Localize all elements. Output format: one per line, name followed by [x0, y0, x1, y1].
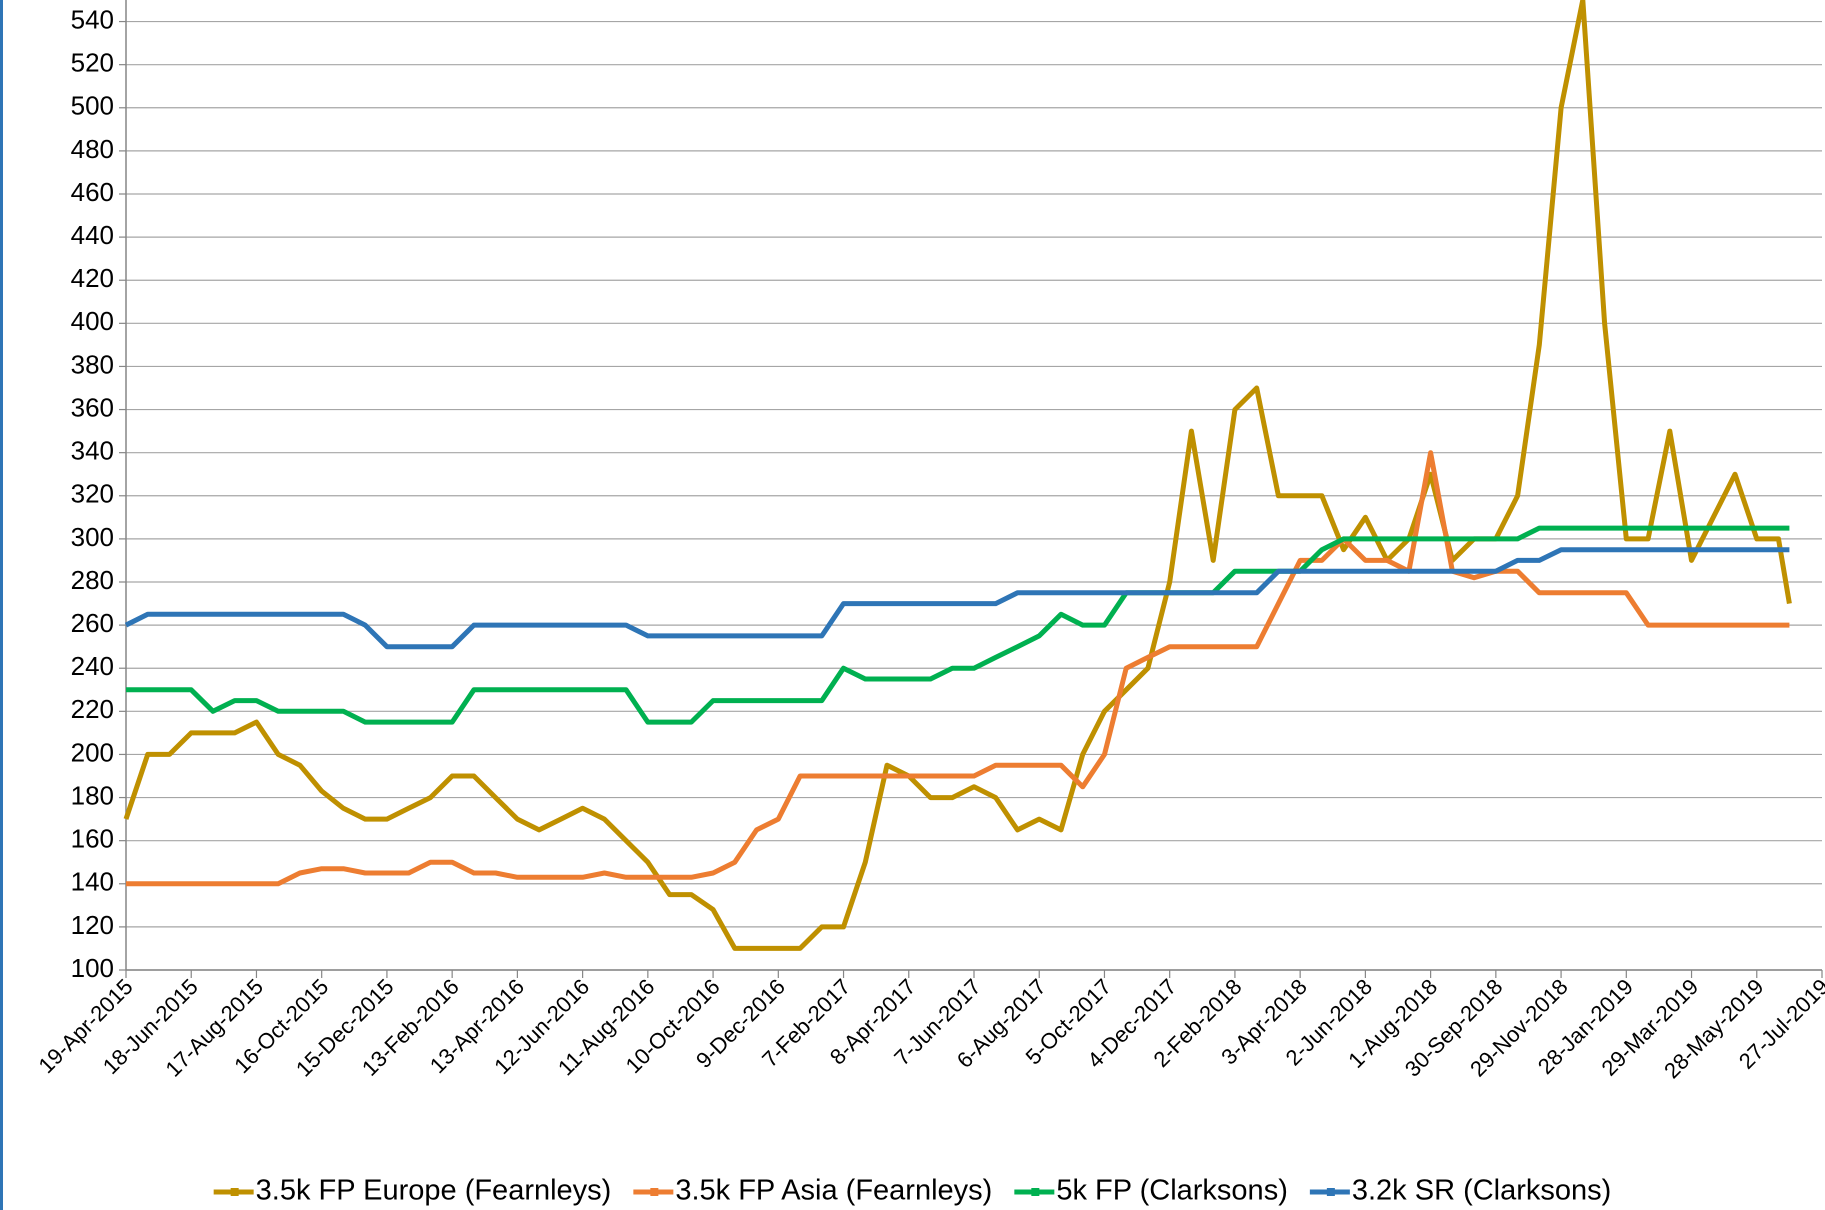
y-tick-label: 340	[71, 436, 114, 466]
y-tick-label: 300	[71, 522, 114, 552]
y-tick-label: 440	[71, 220, 114, 250]
y-tick-label: 380	[71, 349, 114, 379]
y-tick-label: 480	[71, 134, 114, 164]
legend-marker	[1031, 1188, 1040, 1196]
legend-label: 3.2k SR (Clarksons)	[1352, 1175, 1611, 1207]
y-tick-label: 320	[71, 479, 114, 509]
y-tick-label: 180	[71, 780, 114, 810]
y-tick-label: 540	[71, 4, 114, 34]
y-tick-label: 120	[71, 910, 114, 940]
y-tick-label: 240	[71, 651, 114, 681]
y-tick-label: 260	[71, 608, 114, 638]
y-tick-label: 200	[71, 737, 114, 767]
legend-label: 3.5k FP Europe (Fearnleys)	[256, 1175, 612, 1207]
series-line	[124, 547, 1790, 650]
y-tick-label: 520	[71, 48, 114, 78]
y-tick-label: 220	[71, 694, 114, 724]
y-tick-label: 280	[71, 565, 114, 595]
series-line	[123, 0, 1792, 951]
legend-label: 5k FP (Clarksons)	[1056, 1175, 1288, 1207]
series-line	[126, 450, 1790, 887]
y-tick-label: 420	[71, 263, 114, 293]
y-tick-label: 360	[71, 392, 114, 422]
y-tick-label: 140	[71, 867, 114, 897]
frame-edge	[0, 0, 3, 1210]
legend-marker	[650, 1188, 659, 1196]
legend-marker	[1326, 1188, 1335, 1196]
y-tick-label: 500	[71, 91, 114, 121]
legend-marker	[230, 1188, 239, 1196]
legend: 3.5k FP Europe (Fearnleys) 3.5k FP Asia (…	[213, 1175, 1611, 1207]
legend-label: 3.5k FP Asia (Fearnleys)	[675, 1175, 992, 1207]
y-tick-label: 400	[71, 306, 114, 336]
series-line	[126, 525, 1790, 725]
y-tick-label: 460	[71, 177, 114, 207]
y-tick-label: 100	[71, 953, 114, 983]
y-tick-label: 160	[71, 824, 114, 854]
